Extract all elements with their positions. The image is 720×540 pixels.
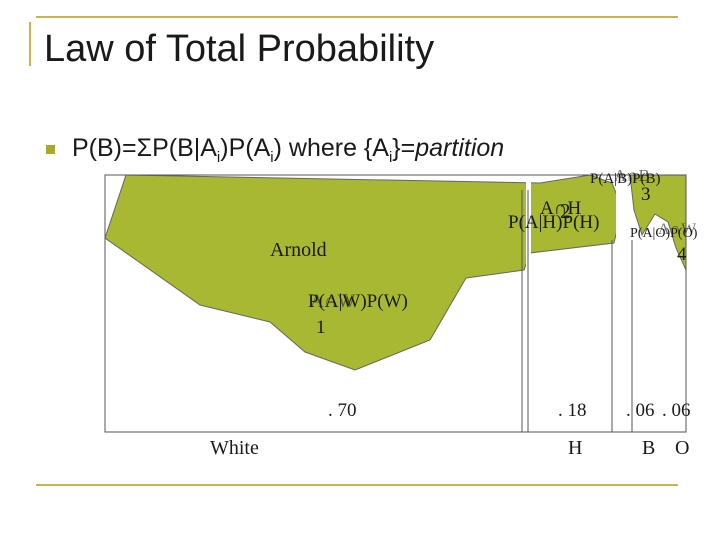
partition-label-hispanic: H xyxy=(568,437,582,459)
partition-label-other: O xyxy=(675,437,689,459)
slide-title: Law of Total Probability xyxy=(44,28,435,70)
region-a4-conditional: P(A|O)P(O) xyxy=(630,226,698,241)
bottom-rule xyxy=(36,484,678,486)
prob-hispanic: . 18 xyxy=(558,400,587,421)
region-index-2: 2 xyxy=(560,199,571,223)
partition-label-white: White xyxy=(210,437,259,459)
subscript-1: i xyxy=(216,149,221,166)
where-text: where {A xyxy=(281,134,389,162)
region-a3-conditional: P(A|B)P(B) xyxy=(590,171,661,187)
left-accent-rule xyxy=(29,22,31,66)
formula-term-2: )P(A xyxy=(220,134,271,162)
region-a4-label: A∩W xyxy=(658,221,697,238)
sample-space-box xyxy=(104,174,687,433)
sigma-symbol: Σ xyxy=(136,134,153,162)
prob-other: . 06 xyxy=(662,400,691,421)
region-a3-label: A∩B xyxy=(614,166,650,185)
partition-word: partition xyxy=(415,134,505,162)
prob-white: . 70 xyxy=(328,400,357,421)
formula-bullet: P(B)=ΣP(B|Ai)P(Ai) where {Ai}=partition xyxy=(72,134,504,166)
partition-gap-2 xyxy=(616,170,628,250)
region-a2-label: A∩H xyxy=(540,198,581,219)
region-a2-conditional: P(A|H)P(H) xyxy=(508,212,599,233)
overlap-label-intersection: A∩W xyxy=(310,291,355,312)
formula-term-1: P(B|A xyxy=(152,134,217,162)
top-rule xyxy=(36,16,678,18)
partition-label-black: B xyxy=(642,437,655,459)
set-close: }= xyxy=(392,134,416,162)
overlap-label-conditional: P(A|W)P(W) xyxy=(308,291,408,312)
subscript-3: i xyxy=(388,149,393,166)
subscript-2: i xyxy=(270,149,274,166)
bullet-square-icon xyxy=(46,145,55,154)
region-index-1: 1 xyxy=(316,317,326,338)
prob-black: . 06 xyxy=(626,400,655,421)
formula-term-3: ) xyxy=(273,134,282,162)
region-index-3: 3 xyxy=(641,184,651,205)
arnold-label: Arnold xyxy=(270,239,327,261)
region-index-4: 4 xyxy=(677,244,687,265)
formula-lhs: P(B)= xyxy=(72,134,137,162)
